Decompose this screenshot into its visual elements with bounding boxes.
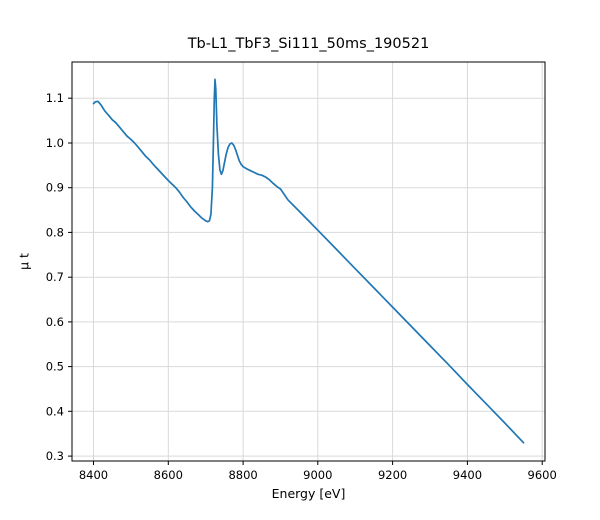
x-tick-label: 9000: [303, 468, 332, 482]
x-tick-label: 8800: [228, 468, 257, 482]
chart-title: Tb-L1_TbF3_Si111_50ms_190521: [187, 36, 430, 52]
y-tick-label: 0.9: [46, 181, 64, 195]
x-tick-label: 9600: [528, 468, 557, 482]
y-tick-label: 1.0: [46, 136, 64, 150]
y-tick-label: 0.6: [46, 315, 64, 329]
plot-border: [71, 61, 546, 462]
x-axis-label: Energy [eV]: [271, 486, 346, 501]
data-series-line: [92, 78, 525, 444]
y-tick-label: 0.7: [46, 270, 64, 284]
x-tick-label: 9200: [378, 468, 407, 482]
y-axis-label: μ t: [16, 253, 32, 270]
y-tick-label: 0.5: [46, 360, 64, 374]
y-tick-label: 0.8: [46, 225, 64, 239]
y-tick-label: 0.3: [46, 449, 64, 463]
x-tick-label: 9400: [453, 468, 482, 482]
x-tick-label: 8600: [154, 468, 183, 482]
y-tick-label: 1.1: [46, 91, 64, 105]
x-tick-label: 8400: [79, 468, 108, 482]
y-tick-label: 0.4: [46, 404, 64, 418]
